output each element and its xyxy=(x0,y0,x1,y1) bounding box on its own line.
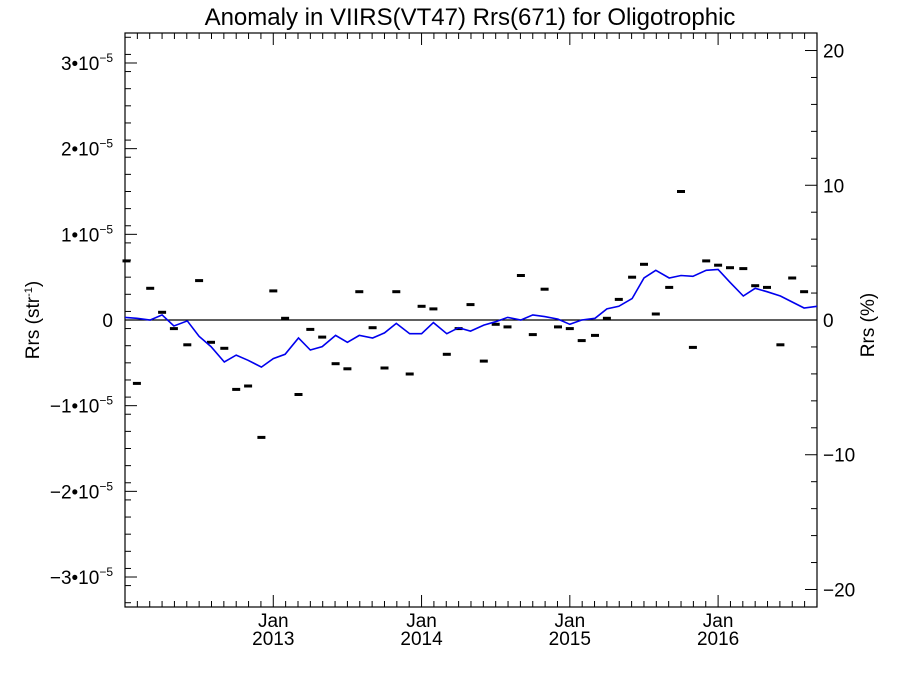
x-tick-label-month: Jan xyxy=(258,611,289,632)
y-tick-label-left: 0 xyxy=(102,311,113,332)
data-point-marker xyxy=(640,262,648,266)
data-point-marker xyxy=(368,326,377,330)
data-point-marker xyxy=(788,276,797,280)
data-point-marker xyxy=(257,435,266,439)
y-tick-label-left: 3•10−5 xyxy=(61,51,113,75)
data-point-marker xyxy=(146,286,155,290)
y-tick-label-right: −10 xyxy=(823,446,855,467)
data-point-marker xyxy=(269,289,278,293)
data-point-marker xyxy=(454,327,463,331)
data-point-marker xyxy=(442,352,451,356)
y-tick-label-left: 1•10−5 xyxy=(61,222,113,246)
data-point-marker xyxy=(503,325,512,329)
data-point-marker xyxy=(294,393,303,396)
data-point-marker xyxy=(220,346,229,350)
data-point-marker xyxy=(331,362,340,366)
x-tick-label-month: Jan xyxy=(555,611,586,632)
x-tick-label-year: 2015 xyxy=(549,629,591,650)
y-tick-label-left: −2•10−5 xyxy=(50,479,113,503)
anomaly-line-series xyxy=(124,268,818,369)
data-point-marker xyxy=(207,340,215,344)
data-point-marker xyxy=(677,190,685,193)
data-point-marker xyxy=(132,381,141,385)
data-point-marker xyxy=(602,316,611,320)
chart-title: Anomaly in VIIRS(VT47) Rrs(671) for Olig… xyxy=(204,4,736,31)
x-tick-label-month: Jan xyxy=(406,611,437,632)
data-point-marker xyxy=(540,287,549,291)
data-point-marker xyxy=(702,259,711,263)
data-point-marker xyxy=(183,343,192,347)
data-point-marker xyxy=(405,372,414,376)
y-tick-label-left: −1•10−5 xyxy=(50,394,113,418)
y-tick-label-left: −3•10−5 xyxy=(50,565,113,589)
y-tick-label-right: −20 xyxy=(823,580,855,601)
data-point-marker xyxy=(195,279,204,283)
data-point-marker xyxy=(714,263,723,267)
data-point-marker xyxy=(392,290,401,294)
data-point-marker xyxy=(380,366,389,370)
data-point-marker xyxy=(577,339,586,343)
data-point-marker xyxy=(355,290,364,294)
data-point-marker xyxy=(776,343,785,347)
x-tick-label-year: 2013 xyxy=(252,629,294,650)
data-point-marker xyxy=(554,325,562,329)
data-point-marker xyxy=(318,335,327,339)
data-point-marker xyxy=(244,384,253,388)
data-point-marker xyxy=(528,333,537,337)
x-tick-label-year: 2016 xyxy=(697,629,739,650)
data-point-marker xyxy=(591,333,599,337)
y-tick-label-right: 10 xyxy=(823,176,844,197)
data-point-marker xyxy=(651,312,660,316)
data-point-marker xyxy=(726,266,734,270)
data-point-marker xyxy=(565,327,574,331)
data-point-marker xyxy=(479,359,488,363)
data-point-marker xyxy=(158,310,167,314)
data-point-marker xyxy=(739,267,748,271)
data-point-marker xyxy=(763,285,771,289)
data-point-marker xyxy=(751,284,760,288)
data-point-marker xyxy=(417,304,426,308)
data-point-marker xyxy=(466,303,475,307)
y-tick-label-right: 0 xyxy=(823,311,834,332)
data-point-marker xyxy=(306,327,315,331)
data-point-marker xyxy=(169,327,178,331)
data-point-marker xyxy=(516,274,525,277)
data-point-marker xyxy=(628,275,637,279)
data-point-marker xyxy=(800,290,809,294)
data-point-marker xyxy=(281,316,290,320)
data-point-marker xyxy=(122,259,131,263)
data-point-marker xyxy=(688,345,697,349)
data-point-marker xyxy=(343,367,352,371)
x-tick-label-month: Jan xyxy=(703,611,734,632)
x-tick-label-year: 2014 xyxy=(400,629,443,650)
data-point-marker xyxy=(491,322,500,326)
y-tick-label-right: 20 xyxy=(823,42,844,63)
data-point-marker xyxy=(614,297,623,301)
data-point-marker xyxy=(232,387,241,391)
y-tick-label-left: 2•10−5 xyxy=(61,137,113,161)
data-point-marker xyxy=(429,307,438,311)
data-point-marker xyxy=(665,285,674,289)
